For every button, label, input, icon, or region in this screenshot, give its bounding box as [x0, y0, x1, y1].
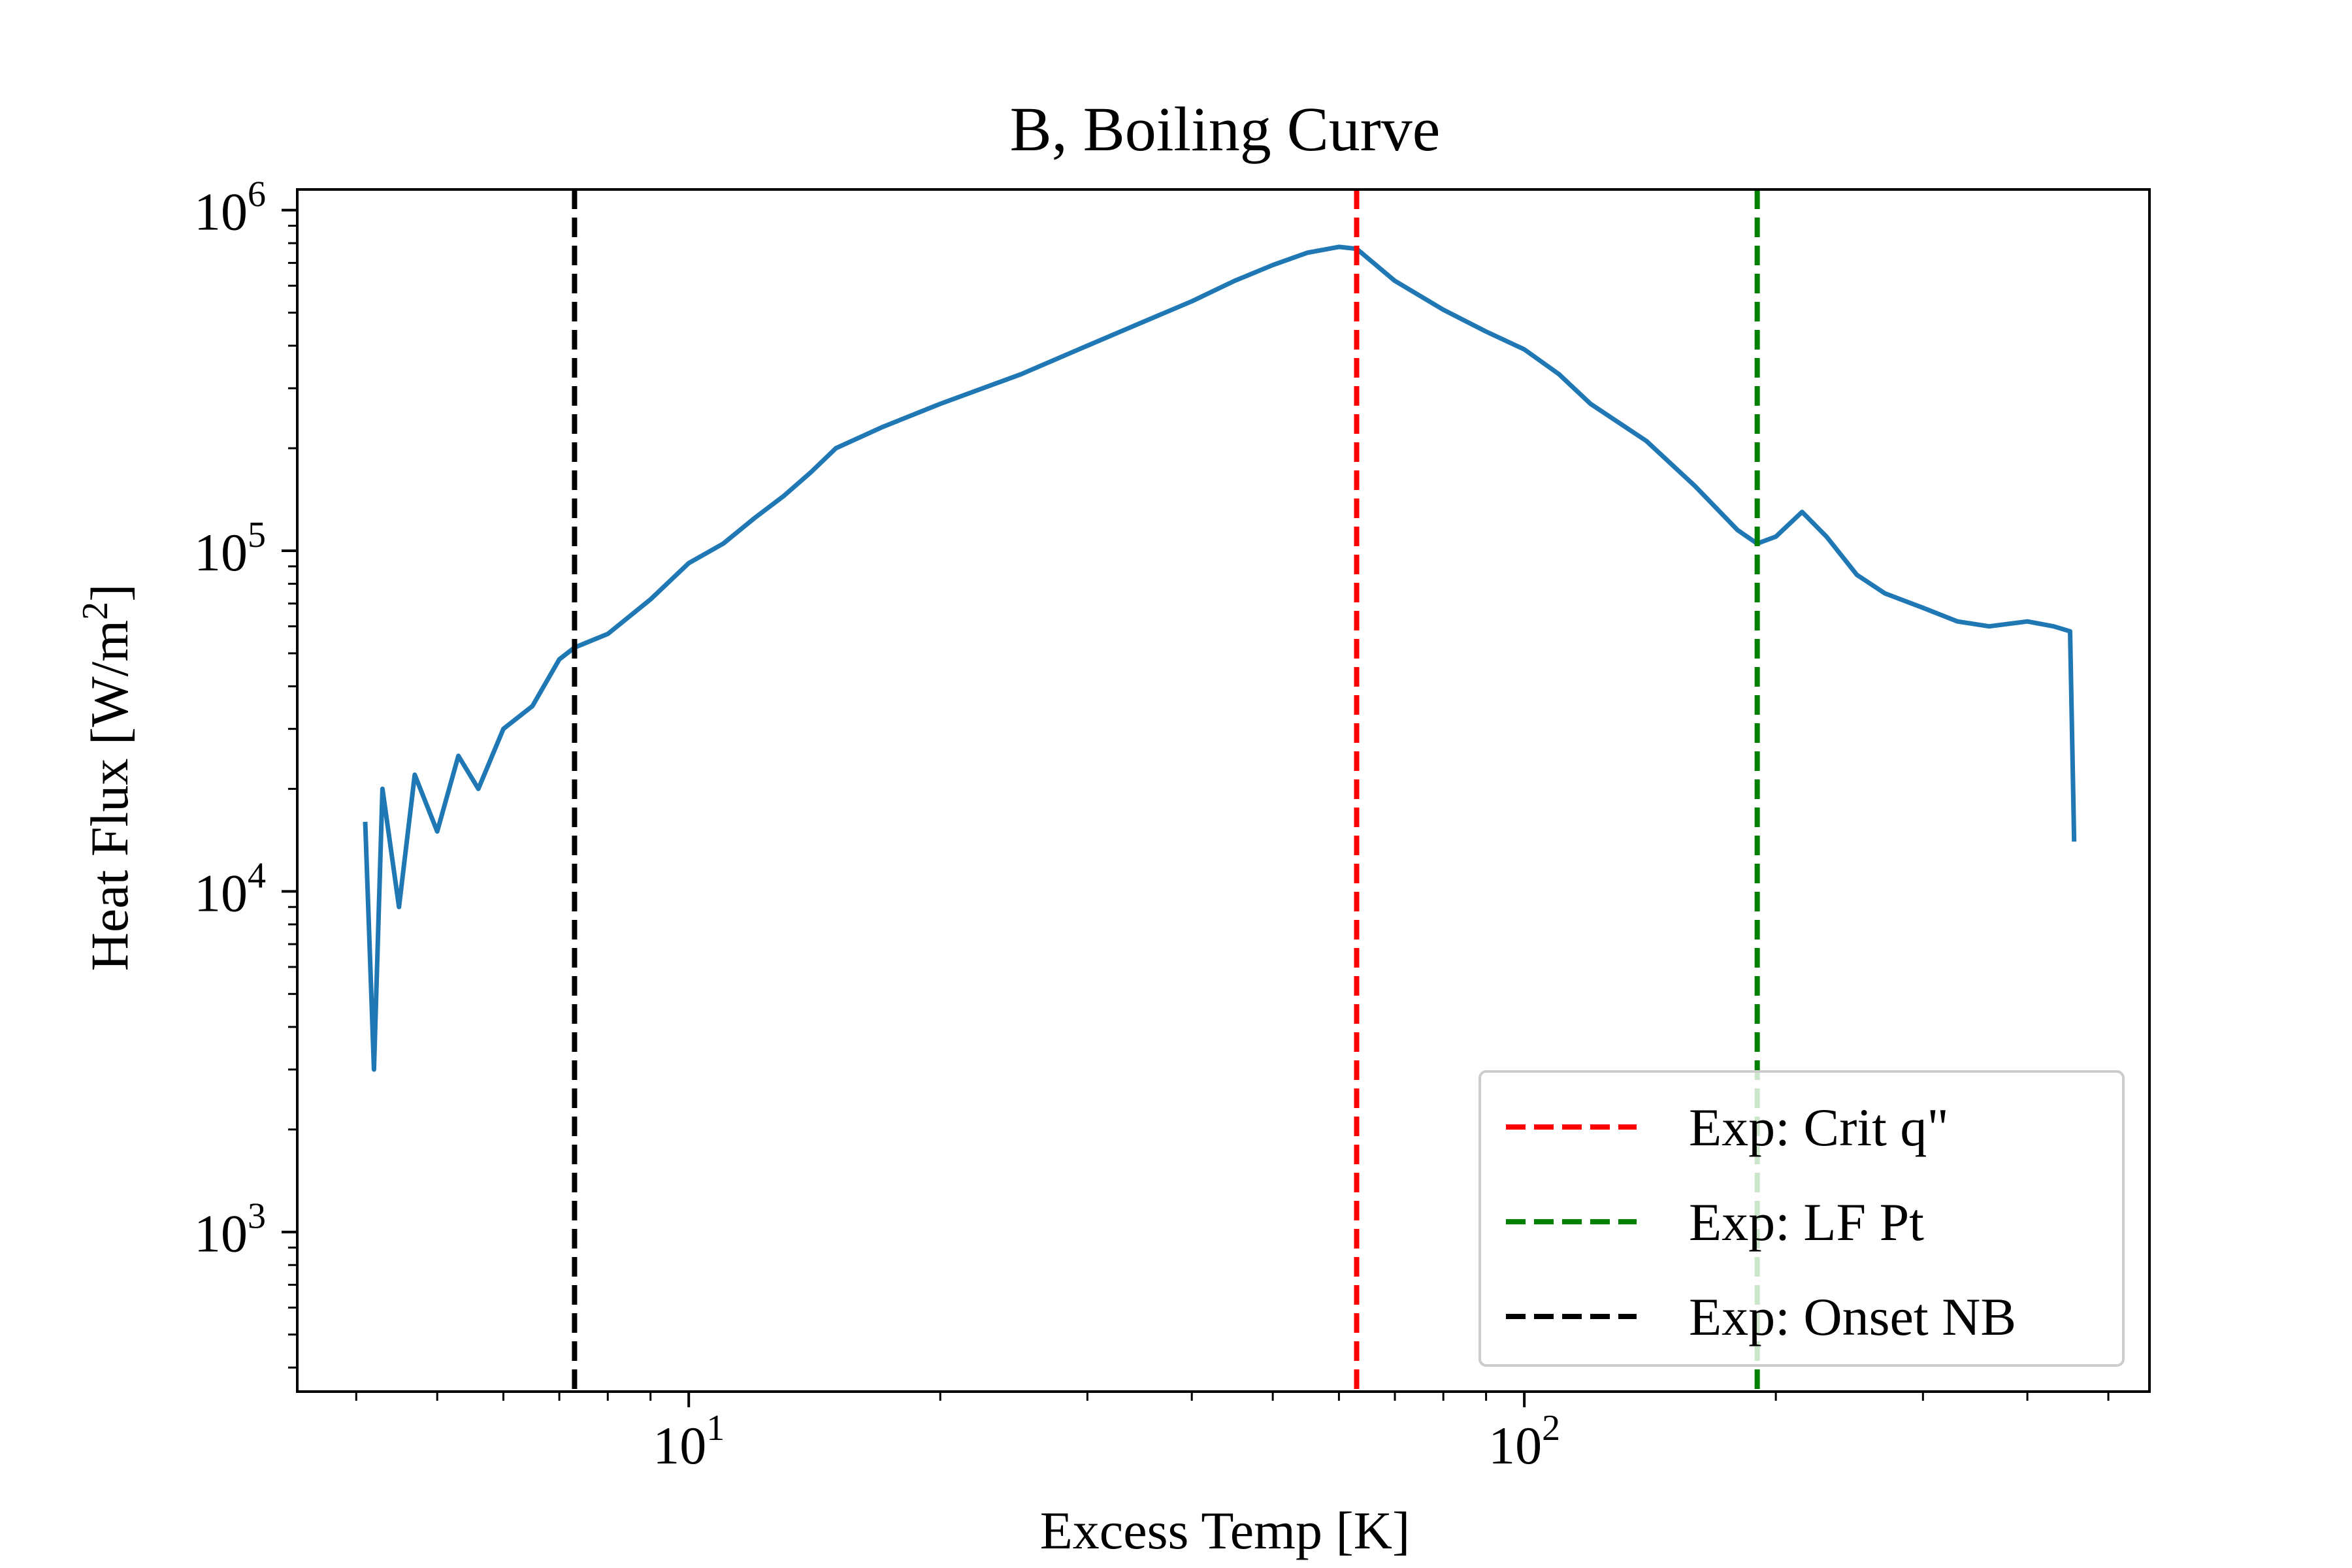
x-tick-label-1: 102 [1488, 1408, 1560, 1475]
y-tick-label-exponent: 3 [248, 1196, 266, 1237]
y-tick-label-base: 10 [194, 182, 248, 242]
legend-label-2: Exp: Onset NB [1689, 1287, 2016, 1347]
legend-label-0: Exp: Crit q" [1689, 1098, 1949, 1157]
y-tick-label-exponent: 4 [248, 855, 266, 896]
legend-box [1478, 1070, 2125, 1367]
y-tick-label-base: 10 [194, 863, 248, 923]
y-axis-label-close: ] [80, 584, 139, 602]
y-tick-label-exponent: 6 [248, 174, 266, 215]
legend-label-1: Exp: LF Pt [1689, 1192, 1924, 1252]
x-tick-label-base: 10 [1488, 1416, 1542, 1475]
chart-title: B, Boiling Curve [1010, 94, 1441, 164]
y-tick-label-base: 10 [194, 1204, 248, 1264]
y-tick-label-base: 10 [194, 523, 248, 582]
y-tick-label-2: 105 [194, 515, 266, 582]
y-axis-label-text: Heat Flux [W/m [80, 620, 139, 971]
legend: Exp: Crit q" Exp: LF Pt Exp: Onset NB [1478, 1070, 2125, 1367]
axes-frame [296, 188, 2151, 1393]
x-tick-label-exponent: 2 [1542, 1408, 1560, 1448]
y-tick-label-3: 106 [194, 174, 266, 242]
y-tick-label-exponent: 5 [248, 515, 266, 555]
y-tick-label-1: 104 [194, 855, 266, 923]
x-axis-label: Excess Temp [K] [1040, 1501, 1411, 1560]
y-axis-label-exponent: 2 [75, 602, 116, 620]
x-tick-label-base: 10 [653, 1416, 706, 1475]
y-tick-label-0: 103 [194, 1196, 266, 1264]
x-tick-label-0: 101 [653, 1408, 725, 1475]
x-tick-label-exponent: 1 [706, 1408, 725, 1448]
y-axis-label: Heat Flux [W/m2] [75, 584, 139, 972]
series-line-0 [363, 244, 2077, 1072]
